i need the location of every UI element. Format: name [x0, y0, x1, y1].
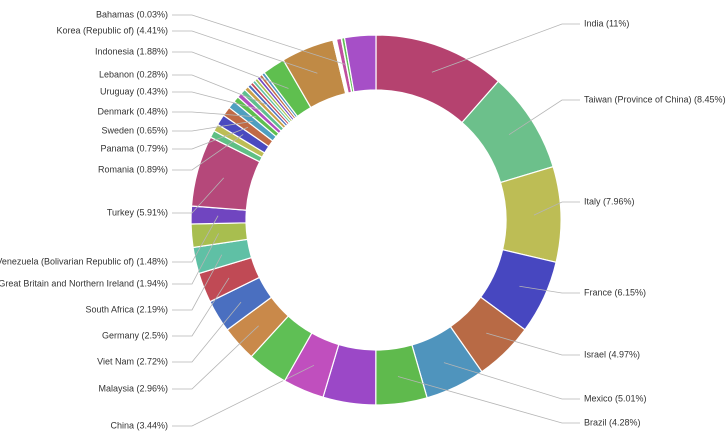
leader-line: [172, 233, 219, 285]
leader-line: [486, 332, 580, 356]
slice-label: Great Britain and Northern Ireland (1.94…: [0, 278, 168, 288]
slice-label: Israel (4.97%): [584, 349, 640, 359]
leader-line: [443, 362, 580, 400]
leader-line: [172, 51, 289, 89]
leader-line: [172, 91, 263, 111]
slice-label: France (6.15%): [584, 287, 646, 297]
leader-line: [397, 376, 580, 424]
leader-line: [519, 285, 580, 294]
slice-label: Panama (0.79%): [100, 143, 168, 153]
leader-line: [172, 74, 268, 106]
leader-line: [172, 301, 242, 363]
slice-label: Romania (0.89%): [98, 164, 168, 174]
slice-label: South Africa (2.19%): [85, 304, 168, 314]
slice-label: Uruguay (0.43%): [100, 86, 168, 96]
slice-label: Korea (Republic of) (4.41%): [56, 25, 168, 35]
slice-label: Italy (7.96%): [584, 196, 635, 206]
leader-line: [172, 254, 223, 311]
slice-label: Viet Nam (2.72%): [97, 356, 168, 366]
leader-line: [431, 23, 580, 73]
slice: [499, 165, 562, 264]
leader-line: [508, 99, 580, 136]
slice-label: China (3.44%): [110, 420, 168, 430]
slice-label: Mexico (5.01%): [584, 393, 647, 403]
leader-line: [172, 14, 347, 66]
slice-label: Turkey (5.91%): [107, 207, 168, 217]
slice-label: India (11%): [584, 18, 629, 28]
slice-label: Venezuela (Bolivarian Republic of) (1.48…: [0, 256, 168, 266]
slice-label: Germany (2.5%): [102, 330, 168, 340]
slice-label: Sweden (0.65%): [101, 125, 168, 135]
slice: [343, 34, 377, 93]
leader-line: [172, 215, 219, 263]
slice-label: Brazil (4.28%): [584, 417, 641, 427]
leader-line: [172, 120, 253, 132]
leader-line: [172, 134, 244, 171]
slice-label: Lebanon (0.28%): [99, 69, 168, 79]
slice-label: Malaysia (2.96%): [98, 383, 168, 393]
leader-line: [172, 277, 230, 337]
slice-label: Indonesia (1.88%): [95, 46, 168, 56]
leader-line: [533, 201, 580, 216]
slice-label: Taiwan (Province of China) (8.45%): [584, 94, 726, 104]
leader-line: [172, 364, 315, 427]
leader-line: [172, 177, 225, 214]
leader-line: [172, 325, 259, 390]
leader-line: [172, 126, 249, 150]
slice-label: Bahamas (0.03%): [96, 9, 168, 19]
slice-label: Denmark (0.48%): [97, 106, 168, 116]
leader-line: [172, 30, 318, 74]
leader-line: [172, 111, 257, 118]
